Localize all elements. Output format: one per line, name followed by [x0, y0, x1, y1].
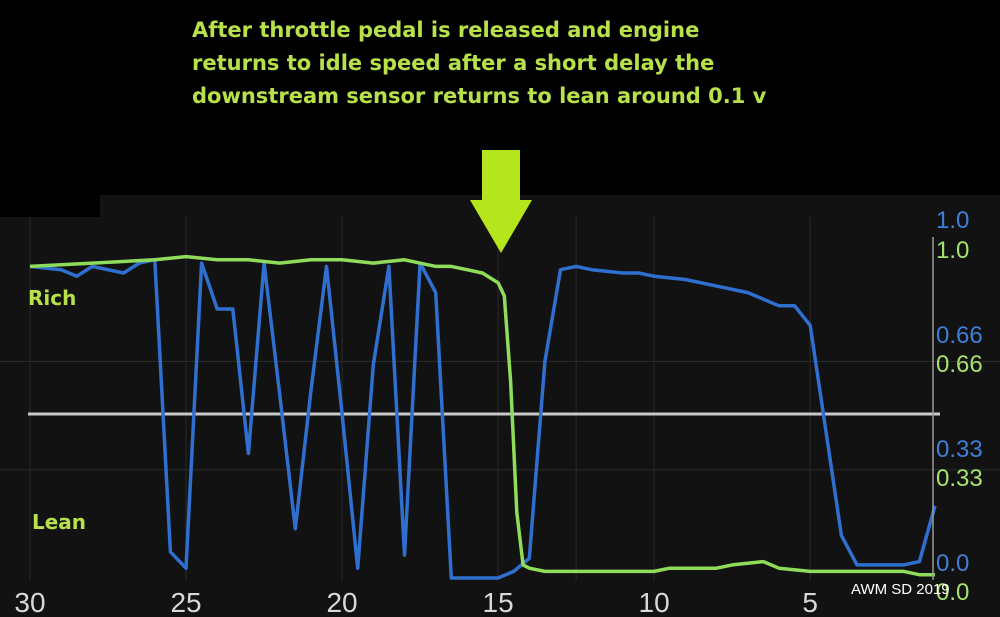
series-line-0 [29, 258, 937, 580]
annotation-line-3: downstream sensor returns to lean around… [192, 84, 767, 108]
y-tick-label-blue: 0.0 [936, 550, 969, 577]
x-tick-label: 15 [483, 587, 514, 617]
rich-label: Rich [28, 286, 76, 310]
series-line-1 [29, 254, 935, 577]
watermark: AWM SD 2019 [851, 581, 950, 598]
lean-label: Lean [32, 510, 86, 534]
y-axis-ticks: 1.0 0.66 0.33 0.0 1.0 0.66 0.33 0.0 [936, 207, 983, 606]
annotation-line-2: returns to idle speed after a short dela… [192, 51, 715, 75]
x-tick-label: 10 [639, 587, 670, 617]
series-layer [29, 254, 937, 580]
x-tick-label: 25 [170, 587, 201, 617]
down-arrow-icon [470, 150, 532, 253]
y-tick-label-blue: 0.66 [936, 322, 983, 349]
x-axis-ticks: 30 25 20 15 10 5 [14, 587, 818, 617]
y-tick-label-blue: 1.0 [936, 207, 969, 234]
y-tick-label-green: 0.33 [936, 465, 983, 492]
grid [0, 217, 1000, 580]
y-tick-label-green: 0.0 [936, 579, 969, 606]
x-tick-label: 20 [326, 587, 357, 617]
plot-background-top [100, 195, 1000, 220]
x-tick-label: 5 [802, 587, 818, 617]
y-tick-label-green: 1.0 [936, 237, 969, 264]
y-tick-label-green: 0.66 [936, 351, 983, 378]
x-tick-label: 30 [14, 587, 45, 617]
annotation-text: After throttle pedal is released and eng… [192, 14, 767, 113]
y-tick-label-blue: 0.33 [936, 436, 983, 463]
plot-background [0, 217, 1000, 617]
annotation-line-1: After throttle pedal is released and eng… [192, 18, 700, 42]
